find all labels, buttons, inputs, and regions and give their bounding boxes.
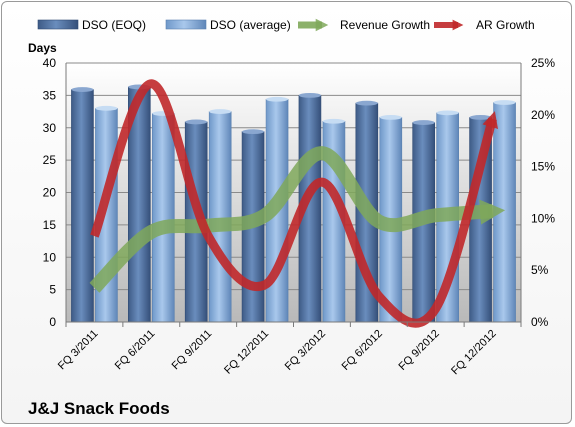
revenue-growth-line bbox=[89, 146, 506, 293]
x-axis-ticks: FQ 3/2011 FQ 6/2011 FQ 9/2011 FQ 12/2011 FQ … bbox=[56, 328, 499, 378]
legend-label: DSO (EOQ) bbox=[82, 18, 146, 32]
bar-top-highlight bbox=[355, 100, 378, 106]
bar-dso-average bbox=[208, 111, 232, 323]
company-name: J&J Snack Foods bbox=[28, 399, 170, 418]
y2-tick-label: 25% bbox=[531, 56, 555, 70]
bar-top-highlight bbox=[185, 119, 208, 125]
ar-growth-line bbox=[90, 79, 498, 328]
y2-tick-label: 0% bbox=[531, 315, 549, 329]
y-tick-label: 5 bbox=[49, 283, 56, 297]
legend-label: Revenue Growth bbox=[340, 18, 430, 32]
bar-top-highlight bbox=[209, 109, 232, 114]
growth-lines bbox=[89, 79, 506, 328]
bar-dso-eoq bbox=[71, 89, 94, 323]
legend-item: DSO (average) bbox=[165, 18, 291, 32]
bar-top-highlight bbox=[298, 92, 321, 98]
x-tick-label: FQ 3/2012 bbox=[283, 328, 328, 373]
x-tick-label: FQ 9/2011 bbox=[170, 328, 215, 373]
y-tick-label: 40 bbox=[43, 56, 57, 70]
bar-top-highlight bbox=[266, 96, 289, 102]
y-axis-title: Days bbox=[28, 41, 57, 55]
bar-top-highlight bbox=[242, 129, 265, 135]
x-tick-label: FQ 12/2012 bbox=[449, 328, 499, 378]
x-tick-label: FQ 6/2012 bbox=[340, 328, 385, 373]
bar-dso-average bbox=[493, 102, 516, 323]
x-tick-label: FQ 9/2012 bbox=[397, 328, 442, 373]
axes bbox=[65, 63, 522, 327]
bar-top-highlight bbox=[95, 105, 118, 111]
x-tick-label: FQ 3/2011 bbox=[56, 328, 101, 373]
y-tick-label: 25 bbox=[43, 153, 57, 167]
y2-tick-label: 15% bbox=[531, 160, 555, 174]
bar-top-highlight bbox=[412, 120, 435, 125]
x-tick-label: FQ 6/2011 bbox=[113, 328, 158, 373]
legend-label: AR Growth bbox=[476, 18, 535, 32]
bar-top-highlight bbox=[379, 114, 402, 120]
legend-label: DSO (average) bbox=[210, 18, 291, 32]
y-tick-label: 35 bbox=[43, 88, 57, 102]
bar-top-highlight bbox=[436, 110, 459, 116]
legend-swatch bbox=[37, 19, 79, 30]
y2-tick-label: 10% bbox=[531, 211, 555, 225]
x-tick-label: FQ 12/2011 bbox=[222, 328, 271, 377]
legend-swatch bbox=[165, 19, 207, 30]
y2-axis-ticks: 0% 5% 10% 15% 20% 25% bbox=[531, 56, 555, 329]
legend-item: AR Growth bbox=[434, 18, 535, 32]
y-axis-ticks: 0 5 10 15 20 25 30 35 40 bbox=[43, 56, 57, 329]
legend-item: DSO (EOQ) bbox=[37, 18, 146, 32]
bar-top-highlight bbox=[322, 118, 345, 124]
bar-dso-average bbox=[152, 113, 175, 323]
legend-item: Revenue Growth bbox=[298, 18, 430, 32]
y-tick-label: 0 bbox=[49, 315, 56, 329]
y2-tick-label: 5% bbox=[531, 263, 549, 277]
bar-top-highlight bbox=[71, 87, 94, 92]
legend: DSO (EOQ) DSO (average) Revenue Growth AR G… bbox=[37, 18, 535, 32]
bar-top-highlight bbox=[493, 100, 516, 105]
y-tick-label: 20 bbox=[43, 186, 57, 200]
y-tick-label: 30 bbox=[43, 121, 57, 135]
y-tick-label: 10 bbox=[43, 250, 57, 264]
y-tick-label: 15 bbox=[43, 218, 57, 232]
y2-tick-label: 20% bbox=[531, 108, 555, 122]
